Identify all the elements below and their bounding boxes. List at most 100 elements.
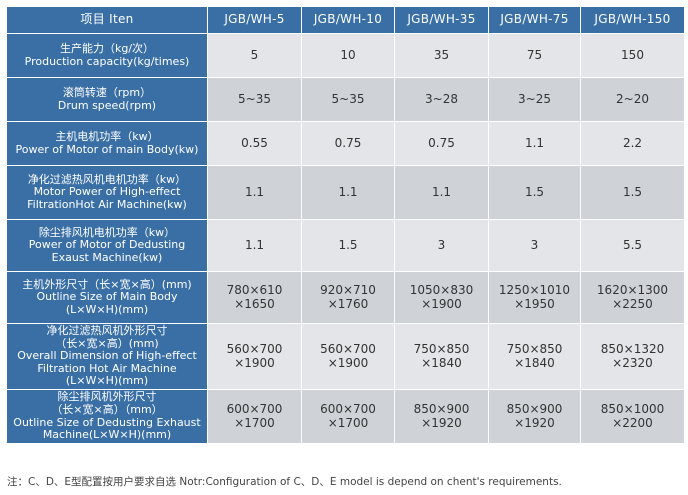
cell-value: 1.5 bbox=[338, 237, 358, 252]
cell-value: 35 bbox=[433, 47, 450, 62]
table-cell: 1620×1300 ×2250 bbox=[581, 272, 684, 324]
row-label-line: Filtration Hot Air Machine bbox=[37, 361, 177, 375]
table-cell: 10 bbox=[302, 34, 395, 78]
row-label: 滚筒转速（rpm） Drum speed(rpm) bbox=[7, 78, 208, 122]
table-cell: 5.5 bbox=[581, 220, 684, 272]
row-label-line: Power of Motor of Dedusting bbox=[28, 238, 186, 252]
header-model-wh75: JGB/WH-75 bbox=[489, 7, 581, 34]
cell-value: 0.75 bbox=[334, 135, 362, 150]
table-cell: 0.75 bbox=[302, 122, 395, 166]
table-cell: 1.1 bbox=[208, 166, 302, 220]
cell-value: 5~35 bbox=[331, 91, 365, 106]
spec-table: 项目 Iten JGB/WH-5 JGB/WH-10 JGB/WH-35 JGB… bbox=[7, 7, 684, 444]
cell-value: 3~25 bbox=[518, 91, 551, 106]
row-label-line: Machine(L×W×H)(mm) bbox=[42, 428, 172, 442]
row-label: 除尘排风机电机功率（kw） Power of Motor of Dedusting… bbox=[7, 220, 208, 272]
table-cell: 3~28 bbox=[395, 78, 489, 122]
table-cell: 1.1 bbox=[395, 166, 489, 220]
cell-value: 750×850 bbox=[413, 341, 470, 356]
row-label-line: Exaust Machine(kw) bbox=[51, 250, 163, 264]
row-label-line: 除尘排风机电机功率（kw） bbox=[38, 225, 176, 239]
footnote: 注：C、D、E型配置按用户要求自选 Notr:Configuration of … bbox=[7, 476, 562, 488]
cell-value: 850×900 bbox=[413, 401, 470, 416]
cell-value: 600×700 bbox=[320, 401, 376, 416]
cell-value: 1.1 bbox=[338, 184, 358, 199]
row-label: 主机外形尺寸（长×宽×高）(mm) Outline Size of Main Bo… bbox=[7, 272, 208, 324]
cell-value: 750×850 bbox=[506, 341, 563, 356]
table-row: 净化过滤热风机外形尺寸 （长×宽×高）(mm) Overall Dimension … bbox=[7, 324, 684, 390]
header-row: 项目 Iten JGB/WH-5 JGB/WH-10 JGB/WH-35 JGB… bbox=[7, 7, 684, 34]
cell-value: ×2200 bbox=[612, 415, 653, 430]
row-label-line: 净化过滤热风机外形尺寸 bbox=[46, 323, 168, 337]
row-label-line: Outline Size of Main Body bbox=[36, 290, 178, 304]
cell-value: 3~28 bbox=[425, 91, 458, 106]
row-label-line: 滚筒转速（rpm） bbox=[62, 85, 152, 99]
row-label-line: FiltrationHot Air Machine(kw) bbox=[27, 197, 187, 211]
table-cell: 850×1320 ×2320 bbox=[581, 324, 684, 390]
cell-value: ×2320 bbox=[612, 355, 653, 370]
table-cell: 1.5 bbox=[302, 220, 395, 272]
table-cell: 1.1 bbox=[208, 220, 302, 272]
header-model-wh10: JGB/WH-10 bbox=[302, 7, 395, 34]
table-cell: 750×850 ×1840 bbox=[395, 324, 489, 390]
row-label-line: Production capacity(kg/times) bbox=[24, 54, 190, 68]
row-label-line: 生产能力（kg/次） bbox=[59, 41, 155, 55]
cell-value: ×1900 bbox=[421, 296, 462, 311]
cell-value: ×1900 bbox=[234, 355, 275, 370]
cell-value: 780×610 bbox=[226, 282, 283, 297]
cell-value: 600×700 bbox=[226, 401, 283, 416]
cell-value: ×1700 bbox=[234, 415, 275, 430]
header-model-wh5: JGB/WH-5 bbox=[208, 7, 302, 34]
cell-value: 5~35 bbox=[238, 91, 271, 106]
table-cell: 780×610 ×1650 bbox=[208, 272, 302, 324]
cell-value: 560×700 bbox=[226, 341, 283, 356]
row-label-line: 主机外形尺寸（长×宽×高）(mm) bbox=[22, 277, 192, 291]
table-cell: 560×700 ×1900 bbox=[302, 324, 395, 390]
table-cell: 2~20 bbox=[581, 78, 684, 122]
cell-value: 1050×830 bbox=[409, 282, 474, 297]
table-cell: 0.55 bbox=[208, 122, 302, 166]
table-row: 生产能力（kg/次） Production capacity(kg/times) 5… bbox=[7, 34, 684, 78]
table-row: 主机电机功率（kw） Power of Motor of main Body(kw… bbox=[7, 122, 684, 166]
cell-value: 1.5 bbox=[622, 184, 643, 199]
row-label: 主机电机功率（kw） Power of Motor of main Body(kw… bbox=[7, 122, 208, 166]
row-label-line: (L×W×H)(mm) bbox=[65, 302, 149, 316]
table-cell: 3 bbox=[489, 220, 581, 272]
table-row: 主机外形尺寸（长×宽×高）(mm) Outline Size of Main Bo… bbox=[7, 272, 684, 324]
table-body: 生产能力（kg/次） Production capacity(kg/times) 5… bbox=[7, 34, 684, 444]
row-label: 净化过滤热风机外形尺寸 （长×宽×高）(mm) Overall Dimension … bbox=[7, 324, 208, 390]
row-label-line: Drum speed(rpm) bbox=[57, 98, 157, 112]
cell-value: 1250×1010 bbox=[498, 282, 571, 297]
cell-value: 1.1 bbox=[431, 184, 452, 199]
cell-value: 10 bbox=[340, 47, 356, 62]
cell-value: ×1950 bbox=[514, 296, 555, 311]
table-cell: 1.5 bbox=[489, 166, 581, 220]
cell-value: 850×1000 bbox=[600, 401, 665, 416]
table-row: 净化过滤热风机电机功率（kw） Motor Power of High-effec… bbox=[7, 166, 684, 220]
cell-value: 850×900 bbox=[506, 401, 563, 416]
cell-value: 0.75 bbox=[428, 135, 455, 150]
table-cell: 600×700 ×1700 bbox=[302, 390, 395, 444]
table-row: 滚筒转速（rpm） Drum speed(rpm) 5~35 5~35 3~28 3~25… bbox=[7, 78, 684, 122]
cell-value: 2.2 bbox=[622, 135, 643, 150]
table-cell: 920×710 ×1760 bbox=[302, 272, 395, 324]
cell-value: ×1920 bbox=[421, 415, 462, 430]
cell-value: 1.5 bbox=[524, 184, 545, 199]
row-label: 除尘排风机外形尺寸 （长×宽×高）（mm） Outline Size of Dedu… bbox=[7, 390, 208, 444]
cell-value: ×1900 bbox=[327, 355, 369, 370]
cell-value: 5.5 bbox=[622, 237, 643, 252]
row-label-line: (L×W×H)(mm) bbox=[65, 374, 149, 388]
header-model-wh150: JGB/WH-150 bbox=[581, 7, 684, 34]
cell-value: 3 bbox=[530, 237, 539, 252]
table-cell: 1050×830 ×1900 bbox=[395, 272, 489, 324]
table-cell: 850×1000 ×2200 bbox=[581, 390, 684, 444]
row-label-line: 除尘排风机外形尺寸 bbox=[57, 390, 157, 404]
table-cell: 0.75 bbox=[395, 122, 489, 166]
cell-value: ×1840 bbox=[514, 355, 555, 370]
cell-value: ×1650 bbox=[234, 296, 275, 311]
table-cell: 1.1 bbox=[489, 122, 581, 166]
cell-value: 1.1 bbox=[524, 135, 545, 150]
row-label-line: Power of Motor of main Body(kw) bbox=[15, 142, 199, 156]
table-cell: 3~25 bbox=[489, 78, 581, 122]
